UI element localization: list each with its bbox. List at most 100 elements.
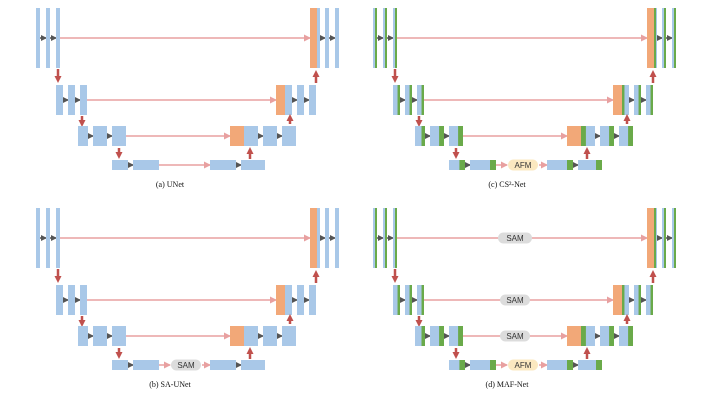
feature-map — [415, 126, 425, 146]
feature-map — [317, 8, 320, 68]
feature-map — [46, 208, 50, 268]
feature-map — [297, 85, 304, 115]
feature-map — [285, 85, 292, 115]
panel-1: (a) UNet — [36, 8, 339, 189]
feature-map — [634, 85, 641, 115]
sam-block-label: SAM — [177, 361, 195, 370]
feature-map-green-band — [395, 208, 397, 268]
feature-map — [317, 208, 320, 268]
feature-map — [405, 285, 412, 315]
concatenated-feature-map — [647, 8, 654, 68]
feature-map — [449, 160, 465, 170]
feature-map-green-band — [458, 126, 463, 146]
feature-map — [335, 8, 339, 68]
feature-map — [56, 208, 60, 268]
feature-map-green-band — [459, 360, 465, 370]
feature-map — [210, 360, 236, 370]
feature-map — [309, 285, 316, 315]
feature-map — [335, 208, 339, 268]
feature-map — [36, 8, 40, 68]
feature-map-green-band — [385, 8, 387, 68]
feature-map-green-band — [458, 326, 463, 346]
feature-map — [417, 285, 424, 315]
concatenated-feature-map — [647, 208, 654, 268]
feature-map — [547, 360, 573, 370]
feature-map — [244, 126, 258, 146]
feature-map — [297, 285, 304, 315]
feature-map — [578, 360, 602, 370]
feature-map — [547, 160, 573, 170]
feature-map-green-band — [674, 8, 676, 68]
feature-map — [309, 85, 316, 115]
sam-block-label: SAM — [506, 332, 524, 341]
concatenated-feature-map — [613, 85, 622, 115]
feature-map — [417, 85, 424, 115]
panel-4: SAM SAM SAM AFM (d) MAF-Net — [373, 208, 676, 389]
feature-map-green-band — [375, 208, 377, 268]
feature-map — [68, 285, 75, 315]
feature-map — [93, 326, 107, 346]
feature-map — [46, 8, 50, 68]
feature-map-green-band — [596, 360, 602, 370]
afm-block — [508, 159, 538, 171]
feature-map — [622, 85, 629, 115]
feature-map-green-band — [622, 85, 625, 115]
feature-map — [68, 85, 75, 115]
feature-map-green-band — [581, 326, 586, 346]
feature-map — [210, 160, 236, 170]
afm-block-label: AFM — [515, 361, 532, 370]
feature-map-green-band — [421, 326, 425, 346]
feature-map-green-band — [650, 285, 653, 315]
feature-map — [470, 360, 496, 370]
feature-map-green-band — [638, 85, 641, 115]
feature-map — [282, 126, 296, 146]
feature-map-green-band — [567, 160, 573, 170]
feature-map — [634, 285, 641, 315]
feature-map-green-band — [397, 285, 400, 315]
feature-map — [449, 360, 465, 370]
figure-caption: (b) SA-UNet — [149, 380, 191, 389]
feature-map-green-band — [622, 285, 625, 315]
feature-map-green-band — [609, 126, 614, 146]
feature-map — [263, 126, 277, 146]
sam-block — [171, 359, 201, 371]
feature-map-green-band — [439, 126, 444, 146]
feature-map — [470, 160, 496, 170]
figure-caption: (c) CS²-Net — [488, 180, 526, 189]
feature-map-green-band — [409, 85, 412, 115]
feature-map — [393, 285, 400, 315]
feature-map — [646, 85, 653, 115]
feature-map-green-band — [609, 326, 614, 346]
feature-map — [263, 326, 277, 346]
feature-map — [241, 360, 265, 370]
feature-map — [36, 208, 40, 268]
feature-map-green-band — [628, 126, 633, 146]
feature-map — [415, 326, 425, 346]
feature-map-green-band — [421, 126, 425, 146]
feature-map-green-band — [650, 85, 653, 115]
feature-map — [56, 8, 60, 68]
feature-map — [325, 208, 329, 268]
feature-map — [646, 285, 653, 315]
feature-map — [80, 85, 87, 115]
concatenated-feature-map — [567, 126, 581, 146]
feature-map-green-band — [409, 285, 412, 315]
concatenated-feature-map — [230, 126, 244, 146]
concatenated-feature-map — [276, 85, 285, 115]
feature-map — [285, 285, 292, 315]
feature-map — [112, 126, 126, 146]
feature-map-green-band — [638, 285, 641, 315]
feature-map — [578, 160, 602, 170]
feature-map-green-band — [439, 326, 444, 346]
concatenated-feature-map — [567, 326, 581, 346]
concatenated-feature-map — [310, 208, 317, 268]
feature-map — [56, 285, 63, 315]
feature-map — [93, 126, 107, 146]
figure-caption: (d) MAF-Net — [486, 380, 530, 389]
feature-map — [622, 285, 629, 315]
concatenated-feature-map — [613, 285, 622, 315]
feature-map-green-band — [581, 126, 586, 146]
feature-map — [133, 360, 159, 370]
feature-map-green-band — [421, 85, 424, 115]
